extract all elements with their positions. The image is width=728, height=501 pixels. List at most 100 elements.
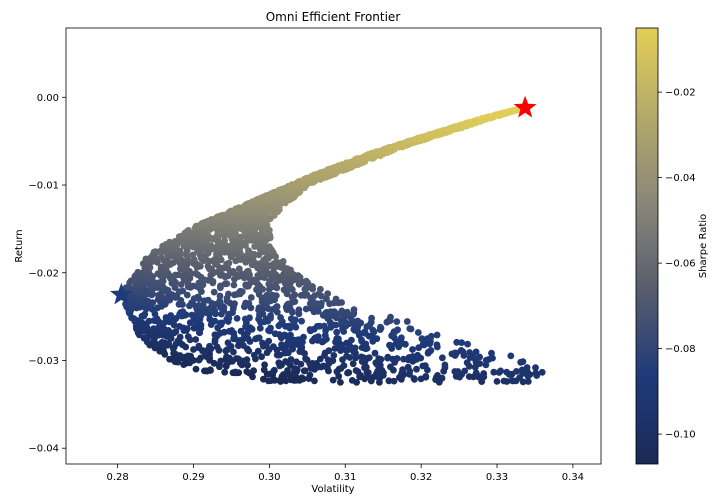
portfolio-point (371, 349, 379, 357)
portfolio-point (211, 331, 219, 339)
portfolio-point (387, 313, 394, 321)
portfolio-point (524, 378, 532, 385)
portfolio-point (333, 335, 341, 342)
portfolio-point (229, 268, 237, 275)
portfolio-point (235, 342, 242, 350)
portfolio-point (277, 314, 284, 321)
portfolio-point (272, 281, 279, 289)
portfolio-point (216, 297, 224, 305)
portfolio-point (433, 331, 441, 339)
portfolio-point (167, 312, 175, 319)
colorbar-label: Sharpe Ratio (698, 214, 709, 278)
portfolio-point (192, 270, 199, 277)
portfolio-point (197, 354, 205, 362)
portfolio-point (519, 358, 527, 365)
portfolio-point (302, 277, 310, 285)
portfolio-point (250, 367, 257, 375)
portfolio-point (188, 311, 196, 319)
x-tick-label: 0.30 (258, 472, 280, 483)
portfolio-point (463, 359, 471, 367)
highlight-markers (110, 95, 537, 305)
portfolio-point (235, 204, 243, 212)
portfolio-point (185, 227, 192, 234)
portfolio-point (332, 295, 340, 303)
plot-frame (65, 27, 602, 465)
portfolio-point (301, 290, 308, 298)
portfolio-point (282, 358, 289, 365)
portfolio-point (224, 339, 232, 347)
portfolio-point (206, 366, 214, 374)
portfolio-point (323, 295, 330, 303)
portfolio-point (134, 268, 142, 276)
portfolio-point (223, 353, 230, 361)
portfolio-point (223, 280, 231, 288)
max-sharpe-star (513, 95, 537, 118)
portfolio-point (365, 354, 373, 362)
portfolio-point (466, 349, 473, 356)
portfolio-point (171, 237, 179, 245)
portfolio-point (263, 291, 271, 299)
portfolio-point (337, 379, 344, 386)
portfolio-point (488, 349, 495, 357)
portfolio-point (413, 365, 420, 373)
x-tick-label: 0.28 (106, 472, 128, 483)
portfolio-point (273, 303, 281, 310)
portfolio-point (361, 328, 369, 336)
portfolio-point (168, 355, 176, 363)
portfolio-point (324, 356, 332, 364)
portfolio-point (329, 376, 337, 384)
portfolio-point (232, 355, 240, 362)
portfolio-point (240, 342, 247, 349)
portfolio-point (189, 282, 197, 290)
portfolio-point (225, 259, 233, 267)
portfolio-point (351, 344, 359, 352)
portfolio-point (271, 366, 278, 374)
portfolio-point (394, 326, 401, 334)
portfolio-point (357, 353, 365, 361)
portfolio-point (348, 377, 356, 384)
portfolio-point (390, 377, 398, 385)
portfolio-point (270, 376, 278, 384)
portfolio-point (313, 360, 320, 367)
portfolio-point (309, 283, 316, 290)
portfolio-point (233, 315, 241, 322)
portfolio-point (348, 336, 355, 344)
portfolio-point (340, 362, 348, 369)
portfolio-point (273, 258, 280, 266)
portfolio-point (320, 362, 327, 370)
portfolio-point (181, 272, 189, 279)
portfolio-point (179, 287, 187, 295)
portfolio-point (179, 308, 187, 316)
portfolio-point (176, 333, 184, 341)
portfolio-point (368, 314, 375, 322)
y-axis-ticks: 0.00 −0.01 −0.02 −0.03 −0.04 (28, 93, 66, 455)
portfolio-point (261, 361, 268, 369)
portfolio-point (281, 331, 288, 339)
portfolio-point (247, 294, 255, 301)
portfolio-point (242, 299, 250, 307)
portfolio-point (480, 370, 488, 377)
plot-area (66, 28, 601, 464)
colorbar-tick-label: −0.04 (665, 173, 696, 184)
portfolio-point (406, 325, 414, 332)
portfolio-point (220, 328, 228, 336)
portfolio-point (159, 277, 167, 285)
portfolio-point (294, 336, 302, 343)
portfolio-point (324, 290, 332, 297)
portfolio-point (306, 371, 314, 379)
portfolio-point (399, 366, 406, 374)
portfolio-point (295, 306, 303, 314)
scatter-points (118, 104, 546, 386)
portfolio-point (142, 255, 150, 263)
portfolio-point (451, 349, 459, 357)
portfolio-point (206, 342, 213, 350)
portfolio-point (472, 348, 480, 356)
x-tick-label: 0.34 (562, 472, 584, 483)
portfolio-point (221, 368, 229, 376)
portfolio-point (302, 305, 310, 313)
portfolio-point (457, 347, 465, 354)
portfolio-point (300, 333, 307, 341)
portfolio-point (184, 352, 192, 360)
portfolio-point (206, 315, 214, 323)
x-axis-ticks: 0.28 0.29 0.30 0.31 0.32 0.33 0.34 (106, 464, 584, 483)
